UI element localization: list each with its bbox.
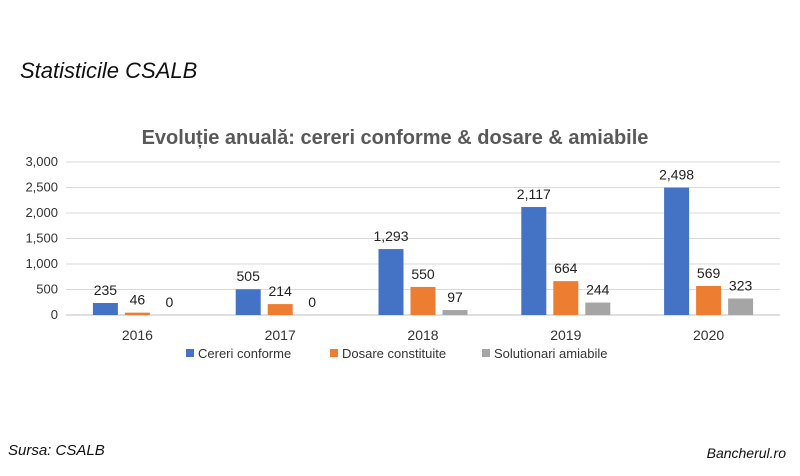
bar	[378, 249, 404, 315]
legend-label: Solutionari amiabile	[494, 346, 607, 361]
x-axis-ticks: 2016 2017 2018 2019 2020	[122, 327, 725, 343]
x-tick-label: 2020	[693, 327, 724, 343]
data-label: 323	[729, 278, 753, 294]
bar	[410, 286, 436, 315]
data-label: 569	[697, 265, 721, 281]
y-tick-label: 2,500	[25, 180, 58, 195]
chart-title: Evoluție anuală: cereri conforme & dosar…	[142, 127, 649, 149]
bar	[664, 187, 690, 315]
gridlines	[66, 161, 780, 316]
legend-swatch	[330, 349, 338, 357]
data-labels: 235 46 0 505 214 0 1,293 550 97 2,117 664 244 2,498 5…	[94, 167, 753, 310]
x-tick-label: 2017	[265, 327, 296, 343]
bar	[235, 289, 261, 315]
legend-swatch	[186, 349, 194, 357]
bar	[92, 303, 118, 315]
data-label: 505	[237, 268, 261, 284]
bar	[696, 285, 722, 315]
x-tick-label: 2018	[407, 327, 438, 343]
bars	[92, 187, 754, 315]
data-label: 0	[166, 294, 174, 310]
data-label: 46	[130, 292, 146, 308]
x-tick-label: 2016	[122, 327, 153, 343]
data-label: 664	[554, 260, 578, 276]
bar	[553, 281, 579, 315]
legend-label: Dosare constituite	[342, 346, 446, 361]
data-label: 235	[94, 282, 118, 298]
data-label: 1,293	[373, 228, 408, 244]
y-axis-ticks: 0 500 1,000 1,500 2,000 2,500 3,000	[25, 154, 58, 322]
bar	[521, 207, 547, 315]
data-label: 0	[308, 294, 316, 310]
data-label: 244	[586, 282, 610, 298]
legend: Cereri conforme Dosare constituite Solutio…	[186, 346, 607, 361]
bar	[124, 312, 150, 315]
y-tick-label: 2,000	[25, 205, 58, 220]
chart-container: Evoluție anuală: cereri conforme & dosar…	[0, 110, 800, 380]
data-label: 550	[411, 266, 435, 282]
y-tick-label: 500	[36, 282, 58, 297]
data-label: 2,498	[659, 167, 694, 183]
legend-swatch	[482, 349, 490, 357]
data-label: 97	[447, 289, 463, 305]
bar	[267, 304, 293, 315]
y-tick-label: 0	[51, 307, 58, 322]
source-note: Sursa: CSALB	[8, 442, 105, 459]
page-heading: Statisticile CSALB	[20, 58, 198, 83]
data-label: 2,117	[517, 186, 551, 202]
data-label: 214	[269, 283, 293, 299]
y-tick-label: 3,000	[25, 154, 58, 169]
bar	[728, 298, 754, 315]
bar	[585, 302, 611, 315]
y-tick-label: 1,000	[25, 256, 58, 271]
bar-chart: Evoluție anuală: cereri conforme & dosar…	[25, 127, 780, 361]
legend-label: Cereri conforme	[198, 346, 291, 361]
brand-logo-text: Bancherul.ro	[706, 445, 786, 461]
bar	[442, 310, 468, 315]
x-tick-label: 2019	[550, 327, 581, 343]
y-tick-label: 1,500	[25, 231, 58, 246]
